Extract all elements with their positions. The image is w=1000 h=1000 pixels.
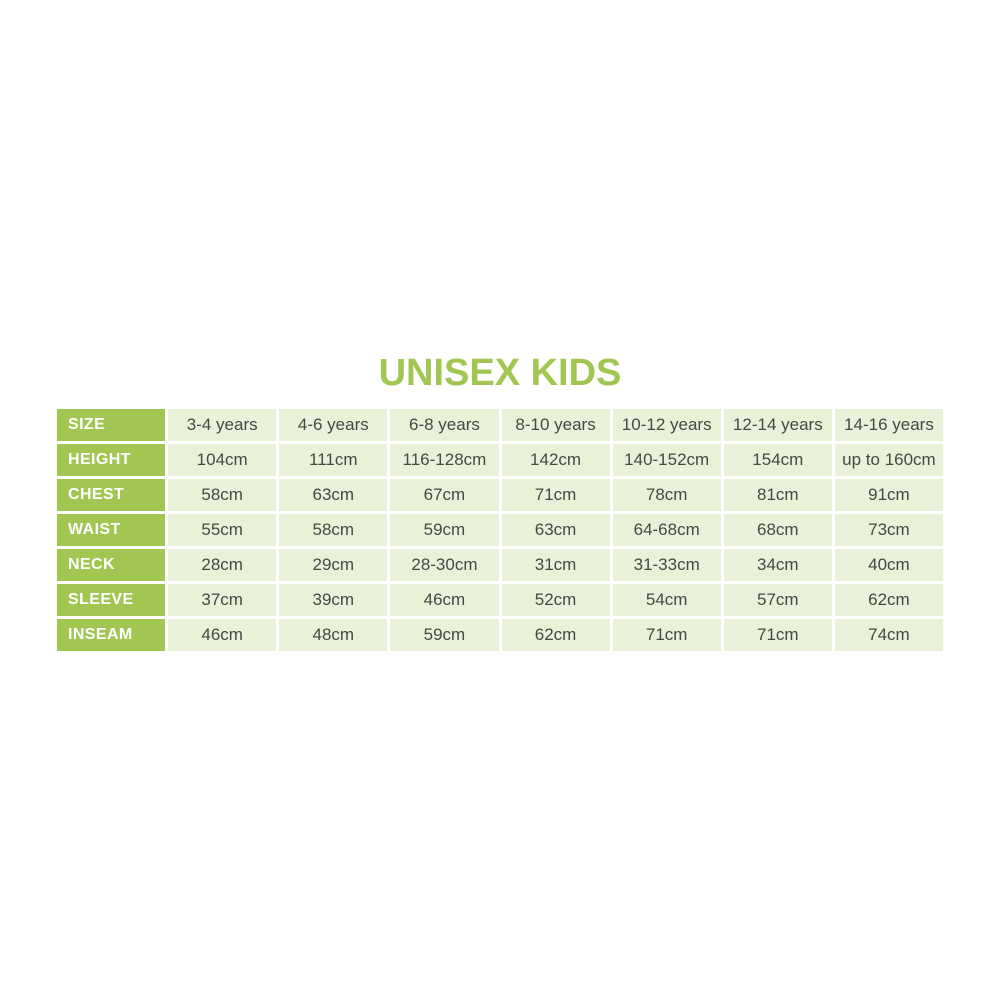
size-cell: 111cm — [279, 443, 388, 476]
size-cell: 58cm — [279, 513, 388, 546]
row-label: CHEST — [57, 478, 166, 511]
row-label: SIZE — [57, 408, 166, 441]
size-cell: 91cm — [834, 478, 943, 511]
table-row: INSEAM 46cm 48cm 59cm 62cm 71cm 71cm 74cm — [57, 618, 943, 651]
size-cell: 68cm — [723, 513, 832, 546]
size-cell: 31-33cm — [612, 548, 721, 581]
size-cell: 37cm — [168, 583, 277, 616]
size-cell: 10-12 years — [612, 408, 721, 441]
size-cell: 64-68cm — [612, 513, 721, 546]
table-row: NECK 28cm 29cm 28-30cm 31cm 31-33cm 34cm 40cm — [57, 548, 943, 581]
table-row: SIZE 3-4 years 4-6 years 6-8 years 8-10 year… — [57, 408, 943, 441]
size-cell: 34cm — [723, 548, 832, 581]
table-row: CHEST 58cm 63cm 67cm 71cm 78cm 81cm 91cm — [57, 478, 943, 511]
size-cell: 71cm — [723, 618, 832, 651]
size-cell: 104cm — [168, 443, 277, 476]
page-title: UNISEX KIDS — [378, 352, 622, 394]
size-cell: 12-14 years — [723, 408, 832, 441]
size-chart-table: SIZE 3-4 years 4-6 years 6-8 years 8-10 year… — [54, 405, 946, 654]
size-cell: 6-8 years — [390, 408, 499, 441]
size-cell: 62cm — [501, 618, 610, 651]
size-cell: 52cm — [501, 583, 610, 616]
size-cell: 48cm — [279, 618, 388, 651]
size-cell: 81cm — [723, 478, 832, 511]
size-cell: 46cm — [168, 618, 277, 651]
size-cell: 39cm — [279, 583, 388, 616]
size-cell: 154cm — [723, 443, 832, 476]
size-cell: 14-16 years — [834, 408, 943, 441]
table-row: HEIGHT 104cm 111cm 116-128cm 142cm 140-152cm 1… — [57, 443, 943, 476]
size-cell: 59cm — [390, 618, 499, 651]
size-cell: 54cm — [612, 583, 721, 616]
size-cell: 71cm — [501, 478, 610, 511]
row-label: WAIST — [57, 513, 166, 546]
size-cell: 63cm — [279, 478, 388, 511]
size-cell: 3-4 years — [168, 408, 277, 441]
size-cell: 67cm — [390, 478, 499, 511]
size-cell: 28-30cm — [390, 548, 499, 581]
table-row: SLEEVE 37cm 39cm 46cm 52cm 54cm 57cm 62cm — [57, 583, 943, 616]
table-row: WAIST 55cm 58cm 59cm 63cm 64-68cm 68cm 73cm — [57, 513, 943, 546]
size-cell: 46cm — [390, 583, 499, 616]
size-cell: 140-152cm — [612, 443, 721, 476]
row-label: SLEEVE — [57, 583, 166, 616]
size-cell: 4-6 years — [279, 408, 388, 441]
size-cell: 142cm — [501, 443, 610, 476]
size-cell: 31cm — [501, 548, 610, 581]
row-label: INSEAM — [57, 618, 166, 651]
size-cell: 57cm — [723, 583, 832, 616]
size-cell: 29cm — [279, 548, 388, 581]
size-cell: up to 160cm — [834, 443, 943, 476]
row-label: NECK — [57, 548, 166, 581]
size-cell: 116-128cm — [390, 443, 499, 476]
size-cell: 71cm — [612, 618, 721, 651]
size-cell: 8-10 years — [501, 408, 610, 441]
row-label: HEIGHT — [57, 443, 166, 476]
size-cell: 74cm — [834, 618, 943, 651]
size-cell: 59cm — [390, 513, 499, 546]
size-cell: 58cm — [168, 478, 277, 511]
size-cell: 55cm — [168, 513, 277, 546]
size-chart-body: SIZE 3-4 years 4-6 years 6-8 years 8-10 year… — [57, 408, 943, 651]
size-cell: 63cm — [501, 513, 610, 546]
size-cell: 78cm — [612, 478, 721, 511]
size-cell: 40cm — [834, 548, 943, 581]
size-cell: 28cm — [168, 548, 277, 581]
size-cell: 73cm — [834, 513, 943, 546]
size-cell: 62cm — [834, 583, 943, 616]
